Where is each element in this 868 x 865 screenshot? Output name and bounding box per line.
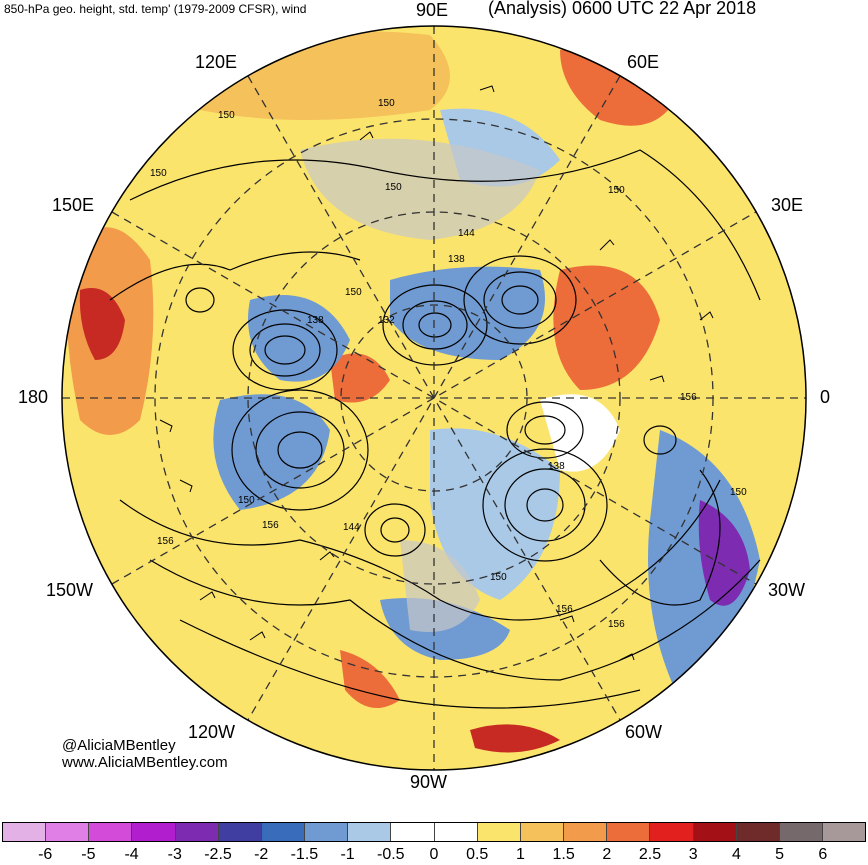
colorbar-swatch xyxy=(779,823,823,841)
longitude-label-30w: 30W xyxy=(768,580,806,600)
chart-title: 850-hPa geo. height, std. temp' (1979-20… xyxy=(4,2,307,16)
author-website[interactable]: www.AliciaMBentley.com xyxy=(62,754,228,771)
colorbar-tick-label: -1.5 xyxy=(290,846,319,863)
warm-anomaly-gulf xyxy=(470,724,560,753)
longitude-label-60w: 60W xyxy=(625,722,663,742)
colorbar-swatch xyxy=(564,823,608,841)
contour-label: 156 xyxy=(556,604,573,615)
longitude-label-150w: 150W xyxy=(46,580,94,600)
contour-label: 150 xyxy=(345,287,362,298)
colorbar-swatch xyxy=(218,823,262,841)
colorbar-swatch xyxy=(822,823,866,841)
author-credits: @AliciaMBentley www.AliciaMBentley.com xyxy=(62,737,228,771)
contour-label: 138 xyxy=(448,254,465,265)
contour-label: 150 xyxy=(730,487,747,498)
colorbar-tick-label: 2.5 xyxy=(638,846,662,863)
colorbar-tick-label: -6 xyxy=(38,846,53,863)
colorbar-swatch xyxy=(477,823,521,841)
contour-label: 150 xyxy=(238,495,255,506)
colorbar-tick-label: -0.5 xyxy=(377,846,405,863)
contour-label: 150 xyxy=(378,98,395,109)
colorbar-tick-label: 3 xyxy=(688,846,698,863)
neutral-anomaly-asia xyxy=(300,138,540,240)
wind-barbs xyxy=(159,85,714,661)
longitude-label-120e: 120E xyxy=(195,52,238,72)
contour-label: 144 xyxy=(343,522,360,533)
colorbar-tick-label: -3 xyxy=(167,846,182,863)
longitude-label-60e: 60E xyxy=(627,52,660,72)
longitude-label-120w: 120W xyxy=(188,722,236,742)
colorbar-tick-label: 4 xyxy=(731,846,741,863)
colorbar-swatch xyxy=(520,823,565,841)
colorbar-swatch xyxy=(46,823,90,841)
contour-label: 156 xyxy=(680,392,697,403)
geopotential-height-contours xyxy=(109,149,761,709)
cold-anomaly-atlantic-core xyxy=(698,500,750,606)
contour-labels: 150 150 150 150 144 138 150 138 132 138 … xyxy=(150,98,747,630)
colorbar-tick-label: -5 xyxy=(81,846,96,863)
colorbar-swatch xyxy=(607,823,651,841)
cold-anomaly-siberia xyxy=(248,295,350,382)
longitude-label-30e: 30E xyxy=(771,195,804,215)
longitude-label-180: 180 xyxy=(18,387,49,407)
colorbar-tick-label: 0.5 xyxy=(466,846,489,863)
colorbar-swatch xyxy=(132,823,176,841)
colorbar-swatch xyxy=(89,823,133,841)
map-boundary xyxy=(61,25,807,771)
colorbar-tick-label: -4 xyxy=(124,846,139,863)
colorbar-swatch xyxy=(650,823,694,841)
contour-label: 138 xyxy=(548,461,565,472)
colorbar-tick-label: 2 xyxy=(602,846,612,863)
contour-label: 132 xyxy=(378,315,395,326)
colorbar-swatch xyxy=(693,823,737,841)
colorbar-swatch xyxy=(348,823,392,841)
colorbar-swatch xyxy=(434,823,478,841)
contour-label: 150 xyxy=(490,572,507,583)
warm-anomaly-core-west xyxy=(79,288,125,360)
analysis-time-title: (Analysis) 0600 UTC 22 Apr 2018 xyxy=(488,0,757,18)
colorbar-tick-label: 1.5 xyxy=(552,846,575,863)
longitude-label-0: 0 xyxy=(820,387,831,407)
contour-label: 150 xyxy=(218,110,235,121)
contour-label: 150 xyxy=(385,182,402,193)
colorbar-swatch xyxy=(175,823,219,841)
colorbar-swatch xyxy=(736,823,780,841)
colorbar-labels: -6 -5 -4 -3 -2.5 -2 -1.5 -1 -0.5 0 0.5 1 1.5 2 2.5 3 4 5 6 xyxy=(2,846,866,864)
contour-label: 156 xyxy=(608,619,625,630)
warm-anomaly-arctic xyxy=(330,353,390,403)
colorbar-tick-label: -2.5 xyxy=(204,846,232,863)
longitude-label-90w: 90W xyxy=(410,772,448,792)
warm-anomaly-mexico xyxy=(340,650,400,708)
colorbar-tick-label: -2 xyxy=(254,846,269,863)
colorbar-tick-label: 6 xyxy=(818,846,828,863)
lat-lon-graticule xyxy=(62,26,806,770)
longitude-label-90e: 90E xyxy=(416,0,449,20)
colorbar-swatch xyxy=(3,823,47,841)
temperature-anomaly-colorbar xyxy=(2,822,866,842)
colorbar-swatch xyxy=(391,823,435,841)
contour-label: 150 xyxy=(150,168,167,179)
longitude-label-150e: 150E xyxy=(52,195,95,215)
colorbar-swatch xyxy=(305,823,349,841)
contour-label: 144 xyxy=(458,228,475,239)
colorbar-tick-label: 0 xyxy=(429,846,439,863)
colorbar-tick-label: 1 xyxy=(515,846,525,863)
cold-anomaly-canada xyxy=(430,428,560,600)
polar-stereographic-map: 150 150 150 150 144 138 150 138 132 138 … xyxy=(61,25,807,771)
contour-label: 156 xyxy=(262,520,279,531)
colorbar-tick-label: 5 xyxy=(775,846,785,863)
contour-label: 156 xyxy=(157,536,174,547)
cold-anomaly-pacific xyxy=(213,394,330,510)
colorbar-swatch xyxy=(261,823,306,841)
colorbar-tick-label: -1 xyxy=(340,846,355,863)
contour-label: 150 xyxy=(608,185,625,196)
author-handle: @AliciaMBentley xyxy=(62,737,176,754)
neutral-anomaly-greenland xyxy=(540,394,620,472)
contour-label: 138 xyxy=(307,315,324,326)
